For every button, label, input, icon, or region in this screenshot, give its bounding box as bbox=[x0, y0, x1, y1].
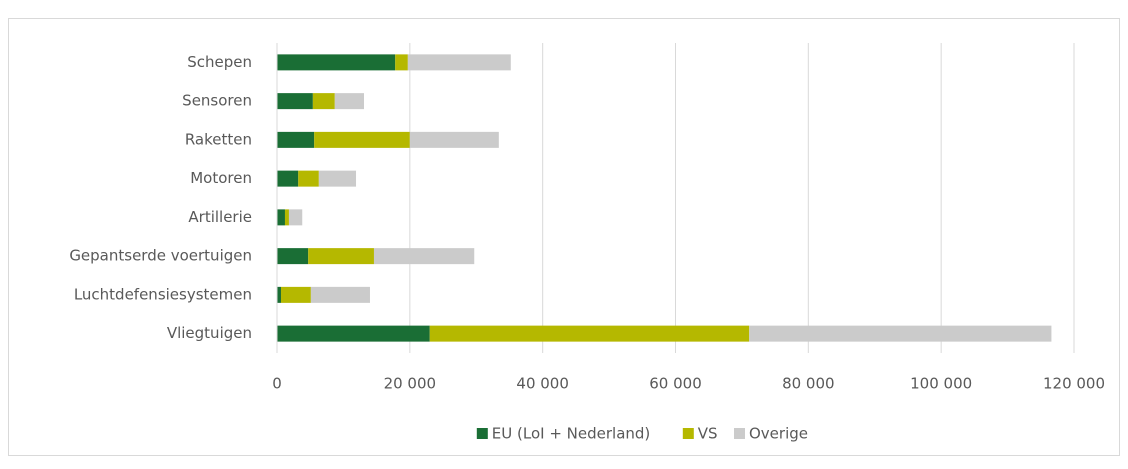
x-tick-label: 80 000 bbox=[782, 375, 835, 393]
bar-segment bbox=[277, 131, 315, 148]
x-tick-label: 0 bbox=[272, 375, 282, 393]
bar-segment bbox=[749, 325, 1052, 342]
bar-segment bbox=[373, 248, 475, 265]
y-tick-label: Motoren bbox=[190, 169, 252, 187]
bar-segment bbox=[277, 325, 430, 342]
bar-segment bbox=[280, 286, 311, 303]
bar-segment bbox=[277, 93, 313, 110]
bar-segment bbox=[407, 54, 511, 71]
y-tick-label: Vliegtuigen bbox=[167, 324, 252, 342]
bar-segment bbox=[312, 93, 335, 110]
y-tick-label: Raketten bbox=[185, 130, 252, 148]
y-tick-label: Luchtdefensiesystemen bbox=[74, 285, 252, 303]
bar-segment bbox=[334, 93, 365, 110]
bar-segment bbox=[277, 248, 309, 265]
bar-segment bbox=[277, 286, 281, 303]
bar-segment bbox=[288, 209, 303, 226]
chart-frame bbox=[8, 18, 1120, 456]
bar-segment bbox=[310, 286, 370, 303]
x-tick-label: 60 000 bbox=[649, 375, 702, 393]
bar-segment bbox=[318, 170, 357, 187]
bar-segment bbox=[395, 54, 408, 71]
bar-segment bbox=[409, 131, 499, 148]
legend-label: EU (LoI + Nederland) bbox=[492, 425, 650, 443]
legend-label: VS bbox=[698, 425, 718, 443]
y-tick-label: Sensoren bbox=[182, 92, 252, 110]
x-tick-label: 100 000 bbox=[910, 375, 972, 393]
bar-segment bbox=[298, 170, 319, 187]
y-tick-label: Gepantserde voertuigen bbox=[69, 247, 252, 265]
legend-label: Overige bbox=[749, 425, 808, 443]
bar-segment bbox=[277, 170, 299, 187]
bar-segment bbox=[429, 325, 750, 342]
bar-segment bbox=[308, 248, 374, 265]
legend-swatch bbox=[476, 428, 488, 439]
legend-swatch bbox=[734, 428, 745, 439]
y-tick-label: Artillerie bbox=[188, 208, 252, 226]
legend-swatch bbox=[682, 428, 694, 439]
bar-segment bbox=[314, 131, 410, 148]
x-tick-label: 40 000 bbox=[516, 375, 569, 393]
bar-segment bbox=[284, 209, 289, 226]
x-tick-label: 20 000 bbox=[384, 375, 437, 393]
x-tick-label: 120 000 bbox=[1043, 375, 1105, 393]
bar-segment bbox=[277, 54, 396, 71]
bar-segment bbox=[277, 209, 285, 226]
y-tick-label: Schepen bbox=[187, 53, 252, 71]
